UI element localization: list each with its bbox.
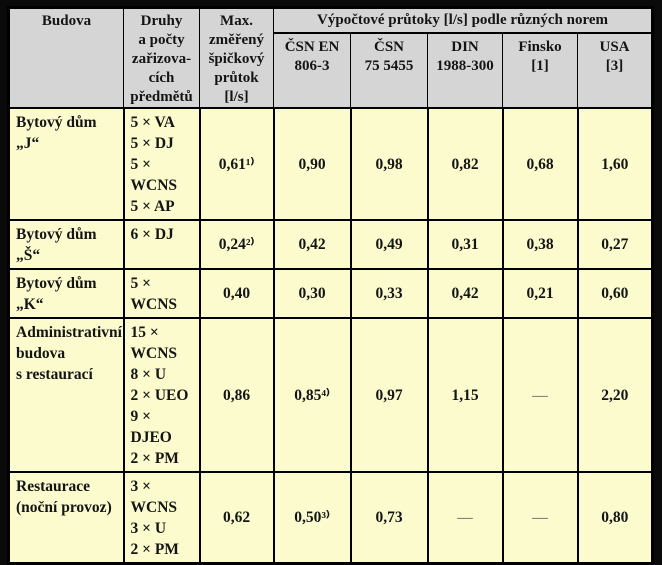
value-cell: 0,98 <box>349 107 429 221</box>
value-cell: 0,31 <box>426 219 504 270</box>
building-cell: Bytový dům „Š“ <box>7 219 125 270</box>
table-row: Bytový dům „J“ 5 × VA 5 × DJ 5 × WCNS 5 … <box>7 107 654 221</box>
measured-cell: 0,40 <box>198 268 275 319</box>
table-row: Restaurace (noční provoz) 3 × WCNS 3 × U… <box>7 471 654 565</box>
measured-cell: 0,62 <box>198 471 275 565</box>
fixtures-cell: 15 × WCNS 8 × U 2 × UEO 9 × DJEO 2 × PM <box>122 317 201 473</box>
measured-cell: 0,61¹⁾ <box>198 107 275 221</box>
value-cell: 0,38 <box>501 219 579 270</box>
value-cell: 1,15 <box>426 317 504 473</box>
header-cell-druhy: Druhy a počty zařizova- cích předmětů <box>123 7 200 109</box>
table-row: Administrativní budova s restaurací 15 ×… <box>7 317 654 473</box>
fixtures-cell: 5 × VA 5 × DJ 5 × WCNS 5 × AP <box>122 107 201 221</box>
header-cell-norms-group: Výpočtové průtoky [l/s] podle různých no… <box>272 6 654 34</box>
fixtures-cell: 6 × DJ <box>122 219 201 270</box>
header-cell-norm-din: DIN 1988-300 <box>427 32 503 110</box>
header-cell-norm-usa: USA [3] <box>576 32 654 110</box>
value-cell: 0,42 <box>426 268 504 319</box>
fixtures-cell: 5 × WCNS <box>122 268 201 319</box>
header-cell-norm-finsko: Finsko [1] <box>502 32 578 110</box>
header-row-group: Budova Druhy a počty zařizova- cích před… <box>8 6 654 109</box>
value-cell: 0,90 <box>272 107 352 221</box>
flow-rates-table: Budova Druhy a počty zařizova- cích před… <box>7 6 655 565</box>
value-cell: 0,68 <box>501 107 579 221</box>
value-cell: 0,33 <box>349 268 429 319</box>
header-row-norms: ČSN EN 806-3 ČSN 75 5455 DIN 1988-300 Fi… <box>9 32 654 110</box>
value-cell: 0,27 <box>576 219 654 270</box>
value-cell: 2,20 <box>576 317 654 473</box>
building-cell: Restaurace (noční provoz) <box>7 471 125 565</box>
measured-cell: 0,24²⁾ <box>198 219 275 270</box>
value-cell: 0,30 <box>272 268 352 319</box>
building-cell: Bytový dům „K“ <box>7 268 125 319</box>
value-cell: 0,60 <box>576 268 654 319</box>
value-cell: — <box>426 471 504 565</box>
measured-cell: 0,86 <box>198 317 275 473</box>
table-row: Bytový dům „Š“ 6 × DJ 0,24²⁾ 0,42 0,49 0… <box>7 219 654 270</box>
value-cell: 0,85⁴⁾ <box>272 317 352 473</box>
header-cell-norm-csn-en: ČSN EN 806-3 <box>273 32 351 110</box>
value-cell: — <box>501 471 579 565</box>
value-cell: 1,60 <box>576 107 654 221</box>
value-cell: 0,49 <box>349 219 429 270</box>
building-cell: Administrativní budova s restaurací <box>7 317 125 473</box>
value-cell: 0,80 <box>576 471 654 565</box>
table-row: Bytový dům „K“ 5 × WCNS 0,40 0,30 0,33 0… <box>7 268 654 319</box>
value-cell: 0,50³⁾ <box>272 471 352 565</box>
header-cell-norm-csn-75: ČSN 75 5455 <box>350 32 428 110</box>
value-cell: 0,73 <box>349 471 429 565</box>
value-cell: 0,21 <box>501 268 579 319</box>
value-cell: 0,82 <box>426 107 504 221</box>
value-cell: 0,42 <box>272 219 352 270</box>
header-cell-max: Max. změřený špičkový průtok [l/s] <box>199 7 274 109</box>
value-cell: 0,97 <box>349 317 429 473</box>
fixtures-cell: 3 × WCNS 3 × U 2 × PM <box>122 471 201 565</box>
header-cell-budova: Budova <box>8 7 124 109</box>
table-header: Budova Druhy a počty zařizova- cích před… <box>8 6 654 110</box>
value-cell: — <box>501 317 579 473</box>
building-cell: Bytový dům „J“ <box>7 107 125 221</box>
table-body: Bytový dům „J“ 5 × VA 5 × DJ 5 × WCNS 5 … <box>7 107 654 565</box>
